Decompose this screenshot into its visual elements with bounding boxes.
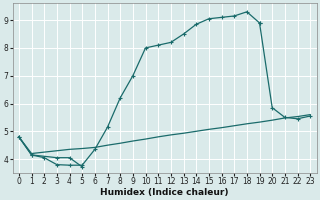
X-axis label: Humidex (Indice chaleur): Humidex (Indice chaleur): [100, 188, 229, 197]
